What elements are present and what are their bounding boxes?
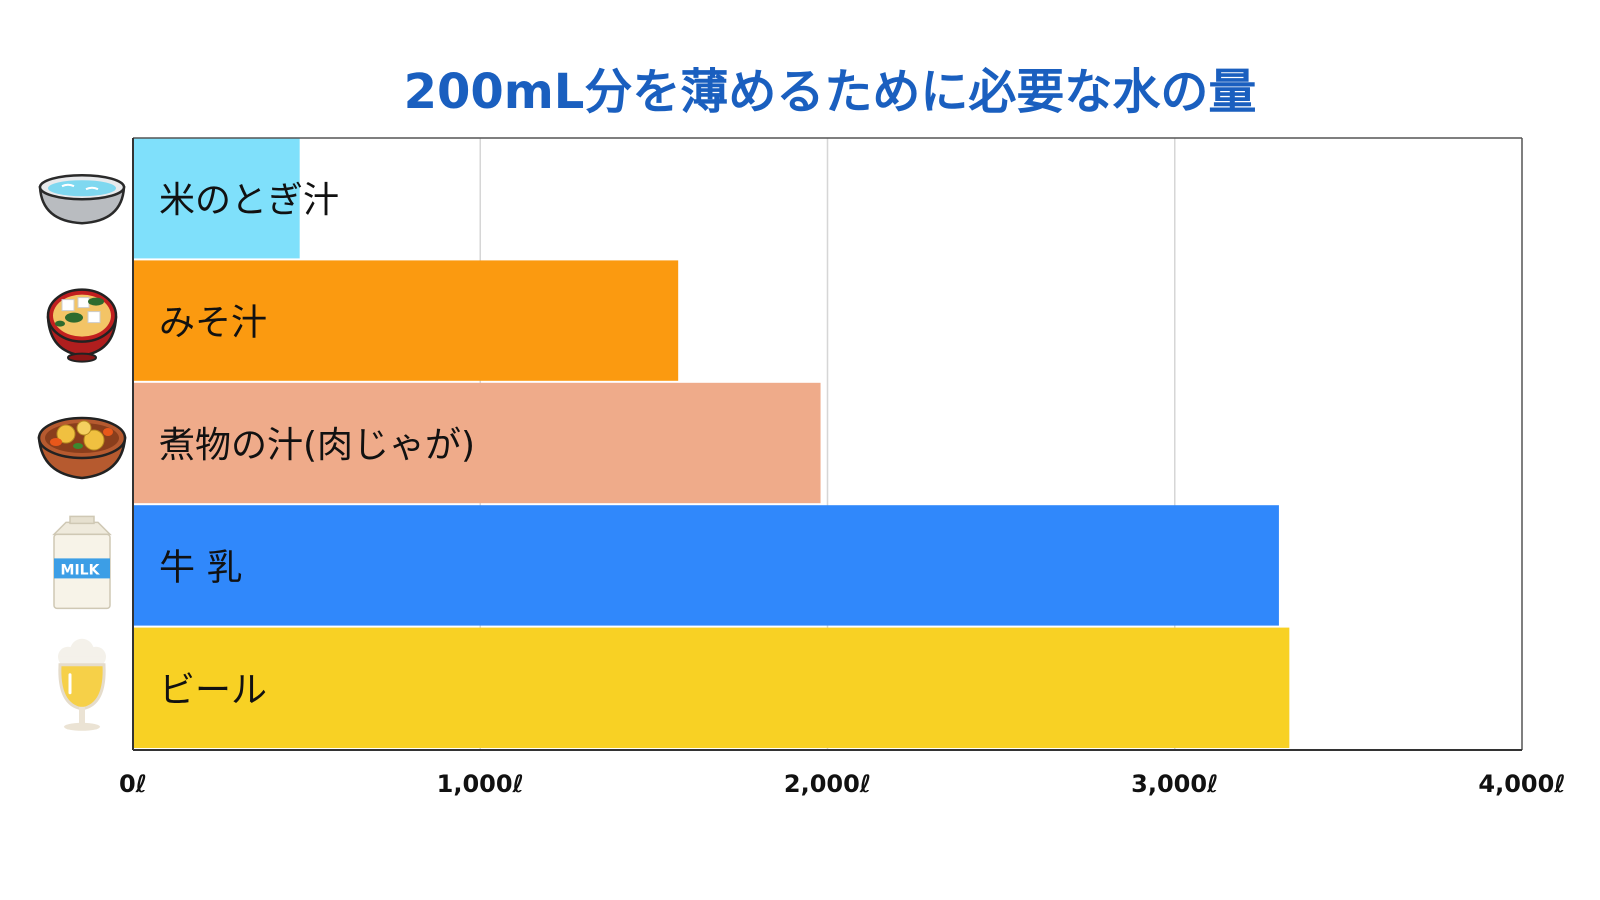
bar-label: みそ汁	[159, 303, 267, 344]
bar	[133, 627, 1290, 748]
bar-label: 牛 乳	[159, 547, 242, 588]
x-tick-label: 2,000ℓ	[784, 770, 871, 798]
plot-frame	[132, 137, 1523, 751]
bar-label: ビール	[159, 670, 267, 711]
x-tick-label: 1,000ℓ	[437, 770, 524, 798]
bar-label: 煮物の汁(肉じゃが)	[159, 425, 475, 466]
x-tick-label: 0ℓ	[119, 770, 147, 798]
category-icons: MILK	[37, 173, 127, 731]
x-axis-ticks: 0ℓ 1,000ℓ 2,000ℓ 3,000ℓ 4,000ℓ	[119, 770, 1566, 798]
bar	[133, 382, 821, 504]
bar	[133, 260, 679, 381]
rice-water-bowl-icon	[38, 173, 126, 225]
bar	[133, 505, 1279, 626]
milk-carton-label: MILK	[61, 562, 101, 578]
x-tick-label: 4,000ℓ	[1478, 770, 1565, 798]
nikujaga-bowl-icon	[37, 416, 127, 480]
milk-carton-icon: MILK	[52, 515, 112, 610]
x-tick-label: 3,000ℓ	[1131, 770, 1218, 798]
chart-title: 200mL分を薄めるために必要な水の量	[404, 64, 1257, 120]
miso-soup-bowl-icon	[46, 288, 118, 363]
bar-label: 米のとぎ汁	[159, 180, 339, 221]
beer-glass-icon	[58, 638, 106, 731]
bar	[133, 138, 300, 259]
